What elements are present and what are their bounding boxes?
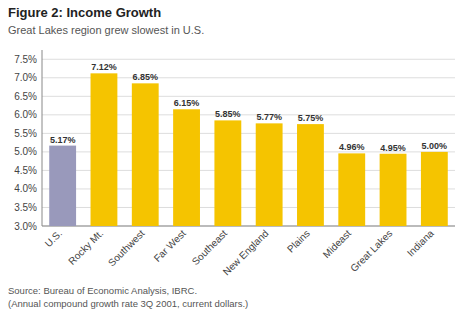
annotation: (Annual compound growth rate 3Q 2001, cu…: [8, 298, 248, 309]
data-label: 5.85%: [215, 109, 241, 119]
bar: [297, 124, 324, 226]
y-tick-label: 3.0%: [14, 221, 37, 232]
x-tick-label: Mideast: [321, 227, 354, 260]
grid: [42, 59, 455, 226]
annotation: Source: Bureau of Economic Analysis, IBR…: [8, 285, 197, 296]
data-label: 5.77%: [256, 112, 282, 122]
bar: [380, 154, 407, 226]
bar: [338, 153, 365, 226]
data-labels: 5.17% 7.12% 6.85% 6.15% 5.85% 5.77% 5.75% 4.96%…: [50, 62, 447, 152]
data-label: 6.15%: [174, 98, 200, 108]
y-tick-label: 7.5%: [14, 54, 37, 65]
y-tick-label: 7.0%: [14, 72, 37, 83]
y-tick-label: 3.5%: [14, 202, 37, 213]
x-tick-label: U.S.: [43, 228, 65, 250]
bars: [49, 73, 448, 226]
data-label: 7.12%: [91, 62, 117, 72]
data-label: 6.85%: [132, 72, 158, 82]
bar: [256, 123, 283, 226]
x-tick-label: New England: [221, 228, 271, 278]
y-tick-label: 5.5%: [14, 128, 37, 139]
data-label: 4.95%: [380, 143, 406, 153]
subtitle: Great Lakes region grew slowest in U.S.: [8, 24, 204, 36]
bar: [173, 109, 200, 226]
x-tick-label: Indiana: [405, 227, 436, 258]
bar: [132, 83, 159, 226]
x-tick-label: Southwest: [106, 227, 147, 268]
title: Figure 2: Income Growth: [8, 5, 161, 20]
x-tick-label: Plains: [285, 228, 312, 255]
data-label: 4.96%: [339, 142, 365, 152]
y-tick-label: 6.0%: [14, 109, 37, 120]
bar: [421, 152, 448, 226]
chart: Figure 2: Income Growth Great Lakes regio…: [0, 0, 463, 316]
bar: [49, 146, 76, 226]
x-tick-label: Great Lakes: [348, 228, 394, 274]
x-axis: U.S.Rocky Mt.SouthwestFar WestSoutheastN…: [43, 227, 437, 277]
grid-line: [42, 59, 455, 60]
y-tick-label: 6.5%: [14, 91, 37, 102]
x-tick-label: Southeast: [190, 227, 230, 267]
x-tick-label: Far West: [152, 227, 188, 263]
y-axis: 3.0% 3.5% 4.0% 4.5% 5.0% 5.5% 6.0% 6.5% 7.0% 7.5%: [14, 50, 455, 232]
bar: [214, 120, 241, 226]
data-label: 5.17%: [50, 135, 76, 145]
bar: [91, 73, 118, 226]
data-label: 5.00%: [422, 141, 448, 151]
data-label: 5.75%: [298, 113, 324, 123]
y-tick-label: 4.0%: [14, 183, 37, 194]
y-tick-label: 4.5%: [14, 165, 37, 176]
y-tick-label: 5.0%: [14, 146, 37, 157]
y-axis-line: [42, 50, 43, 226]
x-tick-label: Rocky Mt.: [66, 228, 105, 267]
